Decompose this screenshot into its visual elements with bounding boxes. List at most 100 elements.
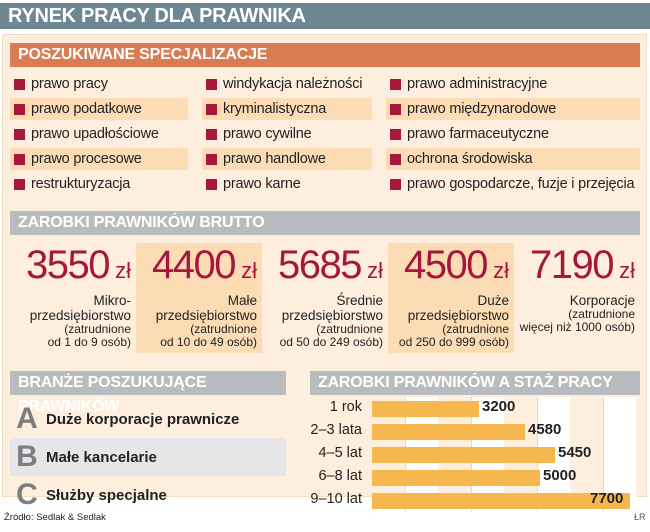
square-bullet-icon <box>14 178 25 190</box>
company-size-label: Duże <box>477 293 509 308</box>
employee-range-label: (zatrudnione <box>442 322 509 336</box>
category-label: 4–5 lat <box>318 445 362 461</box>
spacer <box>372 148 386 170</box>
industry-letter: C <box>16 478 38 511</box>
bar-row: 5000 6–8 lat <box>318 466 634 490</box>
specialization-item: prawo międzynarodowe <box>386 98 640 120</box>
bar <box>372 447 555 463</box>
specialization-label: prawo gospodarcze, fuzje i przejęcia <box>407 176 635 192</box>
specialization-label: prawo międzynarodowe <box>407 101 557 117</box>
specialization-label: windykacja należności <box>223 76 363 92</box>
industry-item: C Służby specjalne <box>10 476 286 514</box>
industries-heading: BRANŻE POSZUKUJĄCE PRAWNIKÓW <box>10 371 286 415</box>
data-label: 4580 <box>528 421 562 438</box>
employee-range-label: więcej niż 1000 osób) <box>519 320 635 334</box>
specialization-item: windykacja należności <box>202 73 372 95</box>
specialization-item: prawo cywilne <box>202 123 372 145</box>
employee-range-label: (zatrudnione <box>64 322 131 336</box>
specialization-item: prawo karne <box>202 173 372 195</box>
salary-value: 7190 <box>530 243 614 287</box>
square-bullet-icon <box>14 103 25 115</box>
specialization-item: kryminalistyczna <box>202 98 372 120</box>
square-bullet-icon <box>206 78 217 90</box>
industry-label: Służby specjalne <box>46 486 167 504</box>
specializations-heading: POSZUKIWANE SPECJALIZACJE <box>10 43 640 67</box>
specialization-label: prawo pracy <box>31 76 108 92</box>
company-size-label: Średnie <box>336 293 383 308</box>
specialization-label: prawo handlowe <box>223 151 326 167</box>
currency-label: zł <box>613 258 635 283</box>
square-bullet-icon <box>14 78 25 90</box>
salary-value: 3550 <box>26 243 110 287</box>
bar <box>372 424 525 440</box>
salary-value: 4500 <box>404 243 488 287</box>
data-label: 5000 <box>543 467 577 484</box>
specializations-list: prawo pracy windykacja należności prawo ad… <box>10 72 640 197</box>
salary-amount: 5685 zł <box>262 243 383 293</box>
specialization-item: prawo podatkowe <box>10 98 188 120</box>
square-bullet-icon <box>206 128 217 140</box>
salary-card: 4400 zł Małe przedsiębiorstwo (zatrudnione o… <box>136 243 262 353</box>
currency-label: zł <box>235 258 257 283</box>
square-bullet-icon <box>390 128 401 140</box>
category-label: 6–8 lat <box>318 468 362 484</box>
salaries-heading: ZAROBKI PRAWNIKÓW BRUTTO <box>10 211 640 235</box>
bar <box>372 470 540 486</box>
employee-range-label: (zatrudnione <box>316 322 383 336</box>
square-bullet-icon <box>14 128 25 140</box>
company-size-label: przedsiębiorstwo <box>281 308 383 323</box>
square-bullet-icon <box>206 178 217 190</box>
company-size-label: Małe <box>227 293 257 308</box>
spec-row: prawo pracy windykacja należności prawo ad… <box>10 72 640 97</box>
specialization-item: prawo gospodarcze, fuzje i przejęcia <box>386 173 640 195</box>
data-label: 3200 <box>482 398 516 415</box>
bar-row: 3200 1 rok <box>330 397 634 421</box>
grid-stripe <box>603 397 636 512</box>
employee-range-label: od 10 do 49 osób) <box>160 335 257 349</box>
spacer <box>188 73 202 95</box>
specialization-label: ochrona środowiska <box>407 151 533 167</box>
employee-range-label: od 250 do 999 osób) <box>398 335 509 349</box>
spec-row: restrukturyzacja prawo karne prawo gospoda… <box>10 172 640 197</box>
bar-row: 7700 9–10 lat <box>310 489 634 513</box>
square-bullet-icon <box>390 153 401 165</box>
employee-range-label: (zatrudnione <box>568 307 635 321</box>
category-label: 2–3 lata <box>310 422 362 438</box>
salaries-row: 3550 zł Mikro-przedsiębiorstwo (zatrudnion… <box>10 243 640 353</box>
salary-card: 4500 zł Duże przedsiębiorstwo (zatrudnione o… <box>388 243 514 353</box>
spacer <box>188 148 202 170</box>
bar <box>372 493 630 509</box>
specialization-item: prawo farmaceutyczne <box>386 123 640 145</box>
specialization-item: ochrona środowiska <box>386 148 640 170</box>
specialization-label: kryminalistyczna <box>223 101 327 117</box>
bar-row: 5450 4–5 lat <box>318 443 634 467</box>
industry-label: Duże korporacje prawnicze <box>46 410 240 428</box>
company-size-label: Korporacje <box>569 293 635 308</box>
currency-label: zł <box>361 258 383 283</box>
salary-card: 7190 zł Korporacje (zatrudnione więcej niż … <box>514 243 640 353</box>
square-bullet-icon <box>390 178 401 190</box>
spacer <box>372 123 386 145</box>
employee-range-label: od 50 do 249 osób) <box>279 335 383 349</box>
currency-label: zł <box>109 258 131 283</box>
specialization-label: restrukturyzacja <box>31 176 131 192</box>
company-size-label: Mikro- <box>93 293 132 308</box>
specialization-label: prawo cywilne <box>223 126 312 142</box>
experience-salary-chart: 3200 1 rok 4580 2–3 lata 5450 4–5 lat 5000 6–8 … <box>310 397 636 513</box>
square-bullet-icon <box>390 103 401 115</box>
salary-value: 4400 <box>152 243 236 287</box>
company-size-label: przedsiębiorstwo <box>155 308 257 323</box>
specialization-item: prawo pracy <box>10 73 188 95</box>
data-label: 7700 <box>590 490 624 507</box>
industries-list: A Duże korporacje prawnicze B Małe kancelar… <box>10 400 286 514</box>
bar <box>372 401 479 417</box>
square-bullet-icon <box>390 78 401 90</box>
specialization-label: prawo karne <box>223 176 301 192</box>
spacer <box>188 98 202 120</box>
employee-range-label: (zatrudnione <box>190 322 257 336</box>
salary-amount: 4500 zł <box>388 243 509 293</box>
specialization-item: prawo handlowe <box>202 148 372 170</box>
category-label: 9–10 lat <box>310 491 362 507</box>
source-note: Źródło: Sedlak & Sedlak <box>4 512 106 523</box>
salary-amount: 3550 zł <box>10 243 131 293</box>
